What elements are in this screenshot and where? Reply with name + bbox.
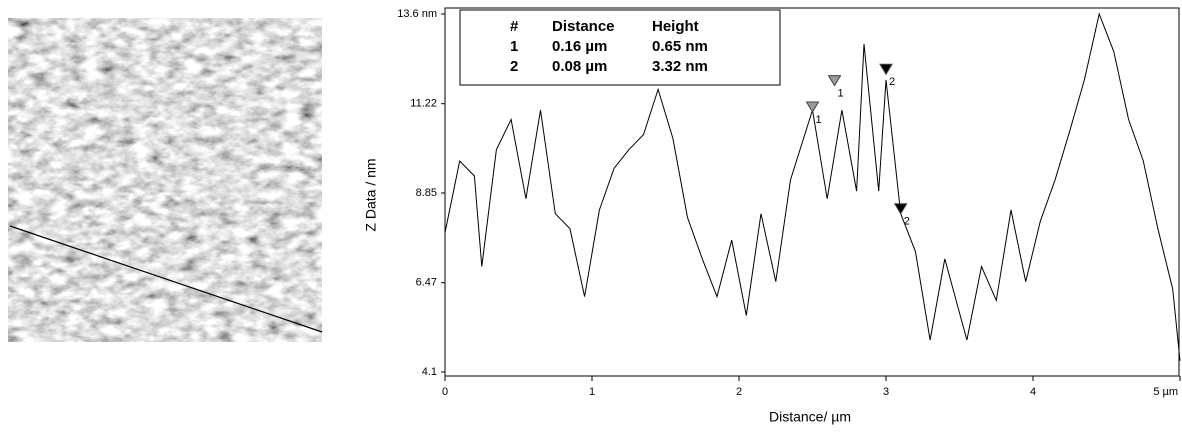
x-tick-label: 5 µm [1153,386,1178,398]
cursor-marker [827,75,842,87]
x-tick-label: 4 [1030,386,1036,398]
table-cell: 0.65 nm [652,38,708,55]
table-box [459,9,781,86]
table-cell: 2 [510,58,518,75]
cursor-label: 2 [889,76,895,88]
table-header: # [510,18,519,35]
y-tick-label: 13.6 nm [397,8,437,20]
x-tick-label: 2 [736,386,742,398]
x-tick-label: 0 [442,386,448,398]
table-header: Height [652,18,699,35]
afm-texture [8,18,322,342]
cursor-label: 1 [838,88,844,100]
x-tick-label: 1 [589,386,595,398]
y-tick-label: 11.22 [410,98,437,110]
x-tick-label: 3 [883,386,889,398]
y-tick-label: 4.1 [422,366,437,378]
y-tick-label: 6.47 [416,277,437,289]
cursor-marker [879,63,893,76]
cursor-label: 2 [904,216,910,228]
table-cell: 0.16 µm [552,38,607,55]
cursor-marker [893,203,908,215]
table-cell: 1 [510,38,518,55]
table-cell: 3.32 nm [652,58,708,75]
plot-frame [444,7,1180,377]
table-cell: 0.08 µm [552,58,607,75]
cursor-label: 1 [816,114,822,126]
measure-table: # Distance Height 1 0.16 µm 0.65 nm 2 0.08 µm 3.… [459,9,781,86]
profile-line [444,12,1181,361]
y-tick-label: 8.85 [416,187,437,199]
cursor-marker [805,101,820,113]
x-axis-label: Distance/ µm [769,409,851,425]
profile-line [9,225,323,333]
table-header: Distance [552,18,615,35]
y-axis-label: Z Data / nm [363,158,379,231]
